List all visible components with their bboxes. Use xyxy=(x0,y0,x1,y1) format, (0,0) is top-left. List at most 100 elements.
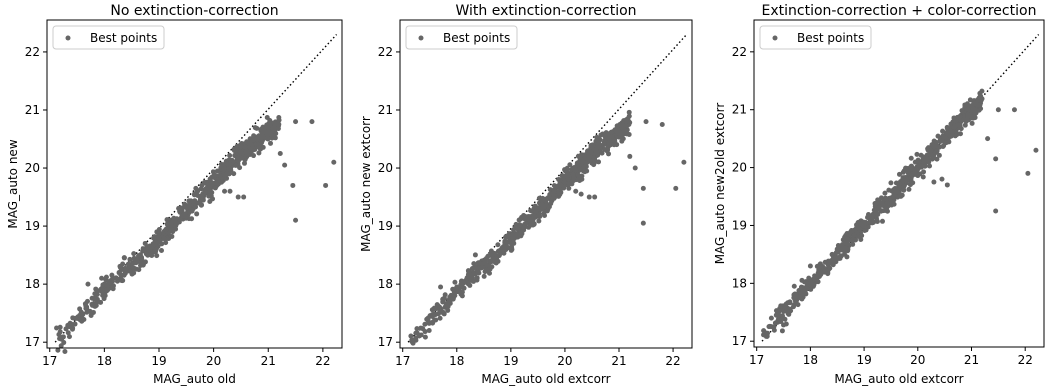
data-point xyxy=(778,319,784,325)
data-point xyxy=(65,330,71,336)
data-point xyxy=(270,125,276,131)
data-point xyxy=(94,298,100,304)
data-point xyxy=(807,279,813,285)
data-point xyxy=(121,255,127,261)
data-point xyxy=(591,162,597,168)
data-point xyxy=(876,204,882,210)
y-tick-label: 18 xyxy=(25,277,40,291)
data-point xyxy=(486,270,492,276)
data-point xyxy=(467,282,473,288)
data-point xyxy=(194,211,200,217)
data-point xyxy=(577,177,583,183)
data-point xyxy=(517,222,523,228)
data-point xyxy=(891,191,897,197)
data-point xyxy=(452,279,458,285)
data-point xyxy=(566,181,572,187)
data-point xyxy=(944,124,950,130)
data-point xyxy=(413,335,419,341)
data-point xyxy=(779,328,785,334)
data-point xyxy=(265,128,271,134)
data-point xyxy=(875,211,881,217)
data-point xyxy=(427,313,433,319)
data-point xyxy=(968,103,974,109)
data-point xyxy=(127,268,133,274)
x-axis-label: MAG_auto old extcorr xyxy=(834,372,963,386)
data-point xyxy=(161,236,167,242)
data-point xyxy=(199,202,205,208)
y-tick-label: 20 xyxy=(378,161,393,175)
data-point xyxy=(859,233,865,239)
data-point xyxy=(471,261,477,267)
outlier-point xyxy=(985,136,991,142)
data-point xyxy=(258,138,264,144)
outlier-point xyxy=(454,284,460,290)
y-tick-label: 22 xyxy=(732,45,747,59)
data-point xyxy=(551,188,557,194)
x-tick-label: 20 xyxy=(910,353,925,367)
data-point xyxy=(256,144,262,150)
y-tick-label: 17 xyxy=(378,335,393,349)
data-point xyxy=(572,166,578,172)
data-point xyxy=(946,139,952,145)
data-point xyxy=(567,162,573,168)
data-point xyxy=(591,155,597,161)
x-tick-label: 22 xyxy=(665,354,680,368)
data-point xyxy=(219,179,225,185)
data-point xyxy=(110,276,116,282)
y-axis-label: MAG_auto new xyxy=(6,139,20,228)
data-point xyxy=(850,241,856,247)
data-point xyxy=(101,296,107,302)
y-tick-label: 19 xyxy=(25,219,40,233)
data-point xyxy=(248,141,254,147)
data-point xyxy=(472,252,478,258)
data-point xyxy=(59,336,65,342)
data-point xyxy=(529,208,535,214)
data-point xyxy=(55,347,61,353)
data-point xyxy=(940,134,946,140)
chart-title: No extinction-correction xyxy=(110,3,278,19)
data-point xyxy=(120,261,126,267)
data-point xyxy=(577,166,583,172)
data-point xyxy=(70,322,76,328)
outlier-point xyxy=(1033,147,1039,153)
data-point xyxy=(815,273,821,279)
outlier-point xyxy=(277,151,283,157)
data-point xyxy=(437,307,443,313)
data-point xyxy=(539,202,545,208)
data-point xyxy=(800,288,806,294)
data-point xyxy=(612,138,618,144)
data-point xyxy=(474,275,480,281)
data-point xyxy=(948,133,954,139)
data-point xyxy=(910,180,916,186)
data-point xyxy=(70,315,76,321)
data-point xyxy=(254,136,260,142)
data-point xyxy=(785,300,791,306)
data-point xyxy=(409,337,415,343)
outlier-point xyxy=(573,188,579,194)
data-point xyxy=(881,208,887,214)
data-point xyxy=(882,190,888,196)
outlier-point xyxy=(241,194,247,200)
data-point xyxy=(535,206,541,212)
data-point xyxy=(212,185,218,191)
data-point xyxy=(163,240,169,246)
data-point xyxy=(579,158,585,164)
data-point xyxy=(977,102,983,108)
data-point xyxy=(765,330,771,336)
axes-frame xyxy=(46,19,343,349)
data-point xyxy=(210,169,216,175)
outlier-point xyxy=(293,119,299,125)
data-point xyxy=(851,232,857,238)
data-point xyxy=(198,186,204,192)
data-point xyxy=(918,152,924,158)
outlier-point xyxy=(85,281,91,287)
data-point xyxy=(84,298,90,304)
data-point xyxy=(243,148,249,154)
outlier-point xyxy=(995,107,1001,113)
data-point xyxy=(186,209,192,215)
data-point xyxy=(884,200,890,206)
data-point xyxy=(867,219,873,225)
data-point xyxy=(558,182,564,188)
data-point xyxy=(596,159,602,165)
panel-1: 17 18 19 20 21 22 17 18 19 20 21 22 No extinction-co… xyxy=(6,3,343,386)
